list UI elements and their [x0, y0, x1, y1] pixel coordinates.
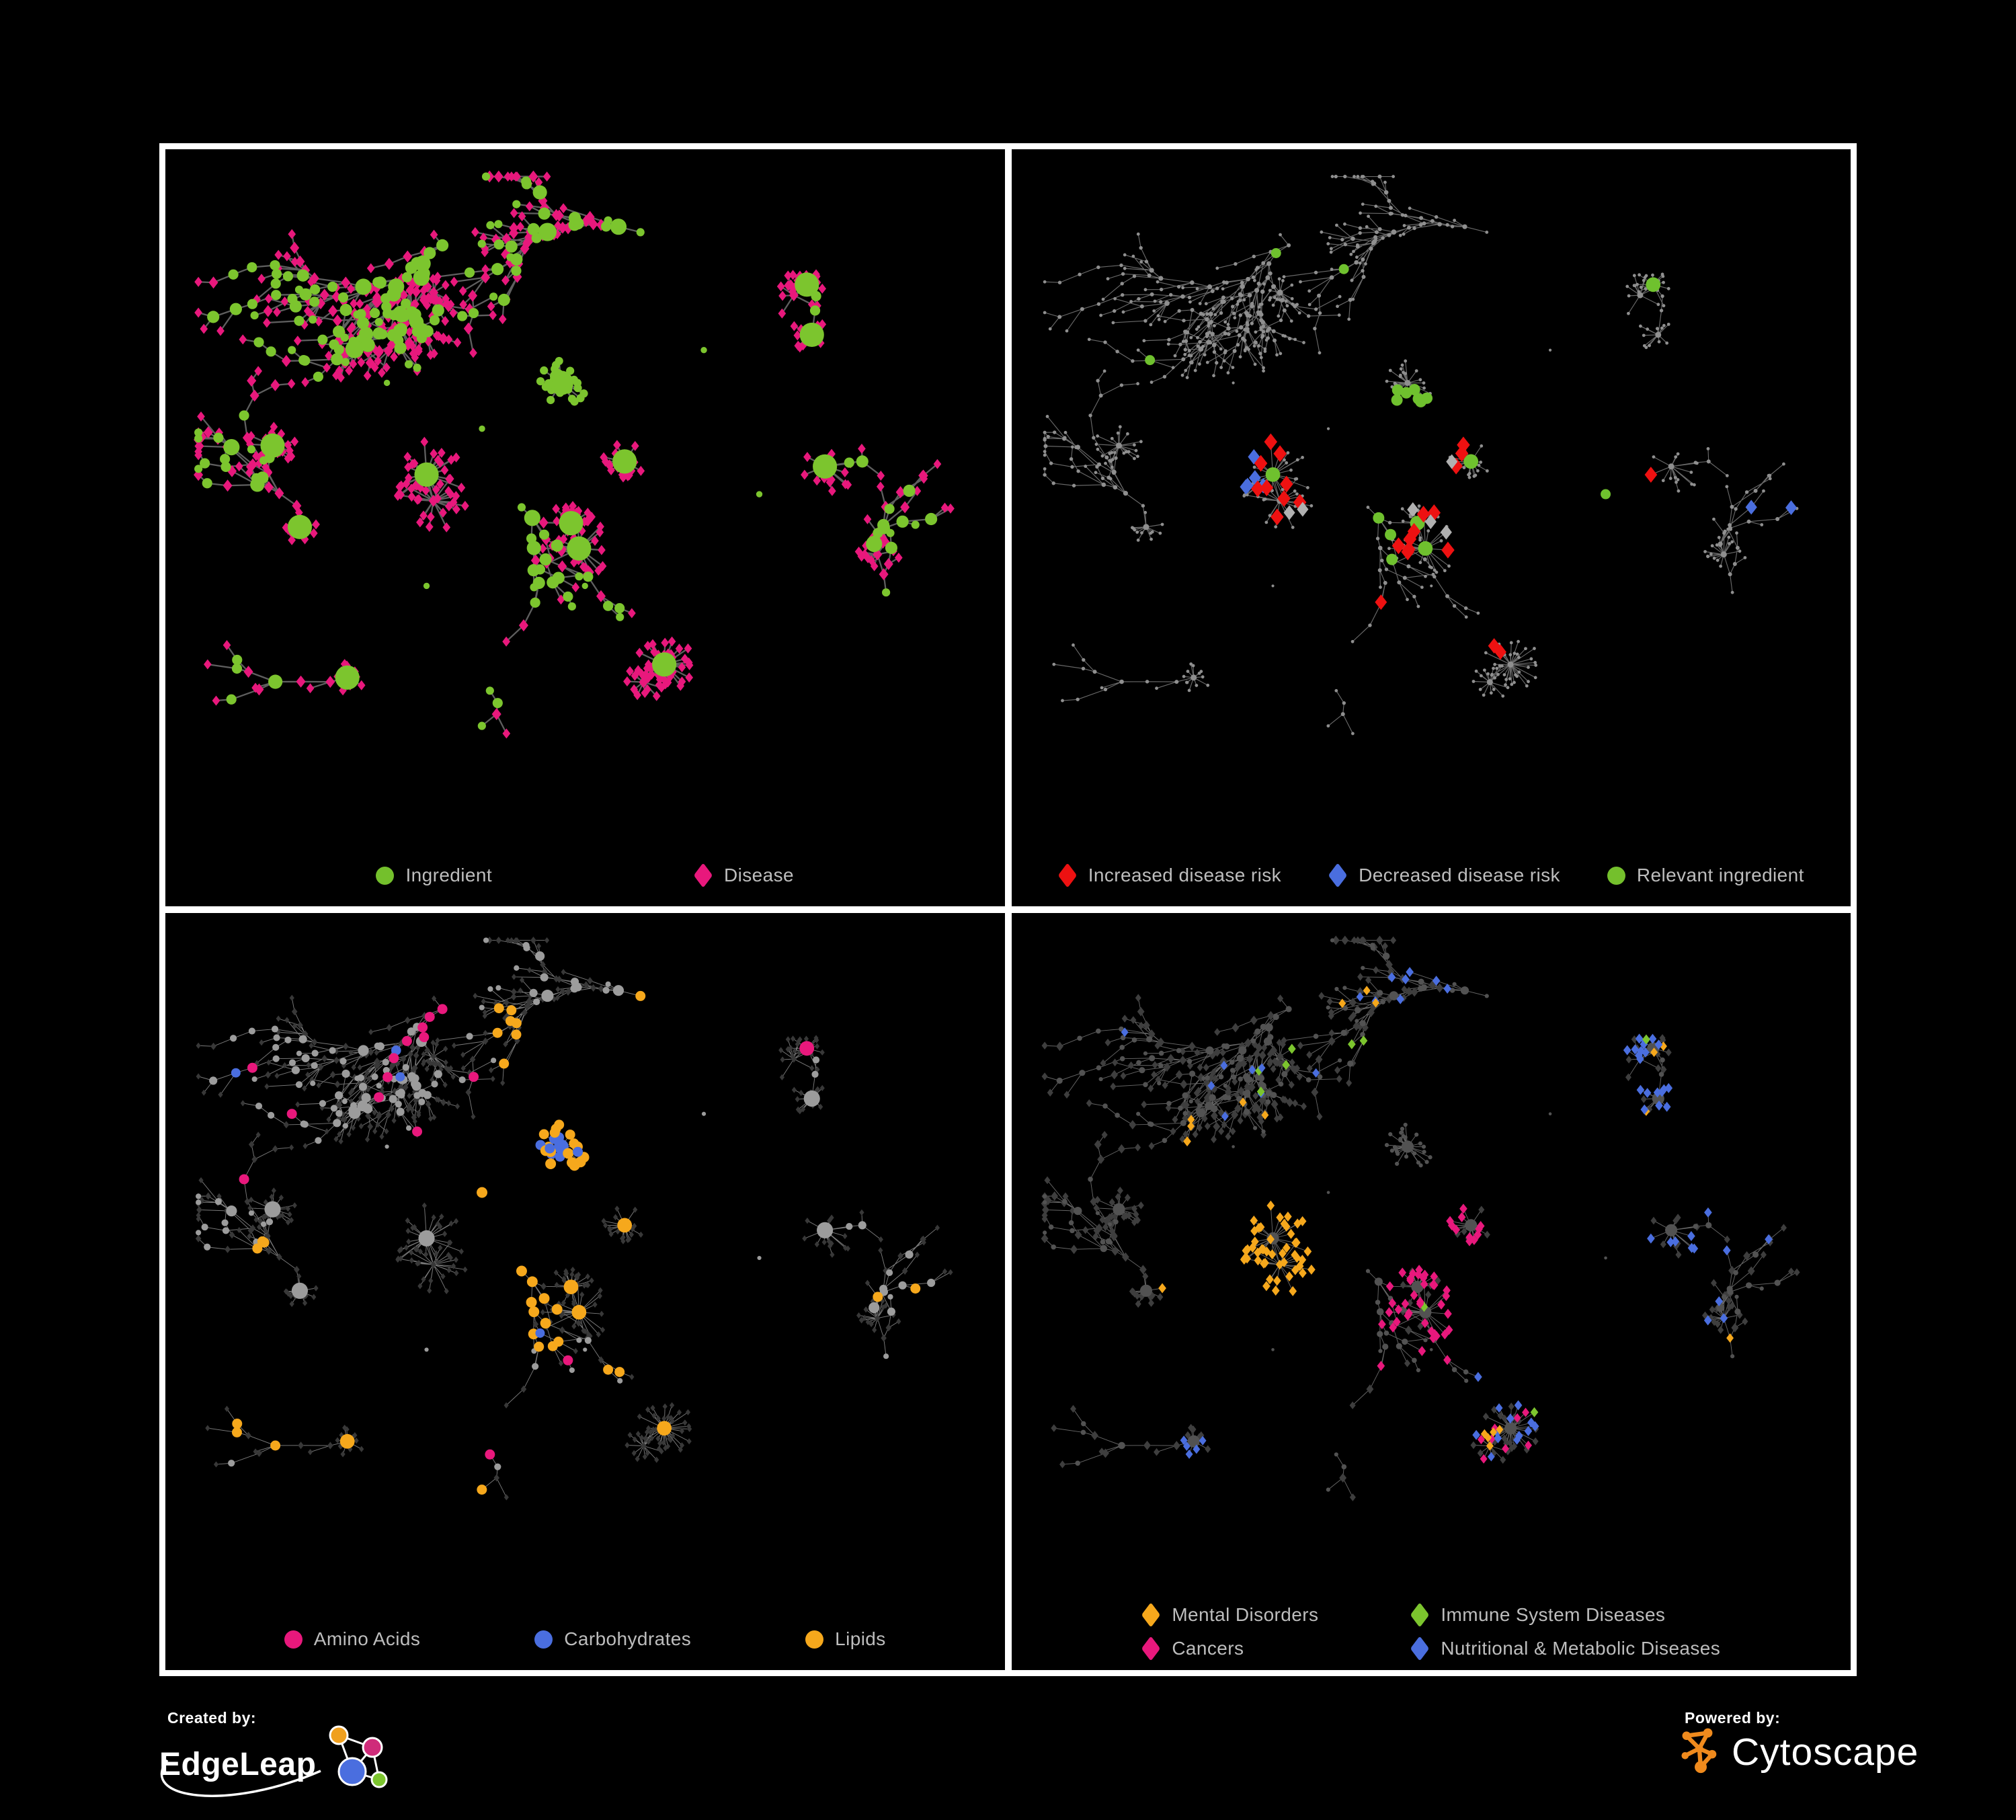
relevant-ingredient-marker-icon: [1607, 866, 1625, 885]
legend-item-lipids: Lipids: [805, 1628, 886, 1650]
increased-risk-marker-icon: [1057, 863, 1077, 888]
legend-item-nutritional-diseases: Nutritional & Metabolic Diseases: [1410, 1636, 1721, 1661]
legend-item-mental-disorders: Mental Disorders: [1141, 1602, 1363, 1628]
lipids-marker-icon: [805, 1630, 824, 1649]
legend-label: Increased disease risk: [1088, 865, 1282, 885]
legend-label: Ingredient: [405, 865, 493, 885]
legend-label: Carbohydrates: [564, 1628, 692, 1649]
disease-classes-network: [1041, 935, 1800, 1501]
legend-disease-classes: Mental Disorders Immune System Diseases …: [1012, 1602, 1851, 1661]
created-by-label: Created by:: [167, 1709, 257, 1727]
legend-item-immune-diseases: Immune System Diseases: [1410, 1602, 1720, 1628]
panel-ingredient-disease: Ingredient Disease: [165, 149, 1005, 906]
cancers-marker-icon: [1141, 1636, 1161, 1661]
edgeleap-logo-icon: [329, 1725, 388, 1788]
edgeleap-swoosh: [161, 1759, 321, 1797]
cytoscape-brand-text: Cytoscape: [1732, 1731, 1919, 1774]
panel-disease-risk: Increased disease risk Decreased disease…: [1011, 149, 1851, 906]
disease-risk-network: [1042, 174, 1798, 736]
legend-label: Immune System Diseases: [1441, 1604, 1666, 1625]
panel-disease-classes: Mental Disorders Immune System Diseases …: [1011, 913, 1851, 1670]
legend-item-relevant-ingredient: Relevant ingredient: [1607, 865, 1804, 886]
disease-marker-icon: [693, 863, 713, 888]
legend-label: Nutritional & Metabolic Diseases: [1441, 1638, 1721, 1659]
legend-item-disease: Disease: [693, 863, 794, 888]
legend-item-cancers: Cancers: [1141, 1636, 1363, 1661]
edgeleap-brand-text: EdgeLeap: [159, 1746, 317, 1782]
legend-ingredient-disease: Ingredient Disease: [165, 863, 1005, 888]
powered-by-label: Powered by:: [1685, 1709, 1781, 1727]
legend-item-carbohydrates: Carbohydrates: [534, 1628, 691, 1650]
figure-grid: Ingredient Disease Increased disease ris…: [159, 143, 1857, 1676]
legend-item-increased-risk: Increased disease risk: [1057, 863, 1282, 888]
ingredient-marker-icon: [376, 866, 395, 885]
panel-ingredient-classes: Amino Acids Carbohydrates Lipids: [165, 913, 1005, 1670]
legend-label: Decreased disease risk: [1359, 865, 1560, 885]
legend-label: Mental Disorders: [1172, 1604, 1319, 1625]
ingredient-disease-network: [194, 170, 955, 739]
cytoscape-logo-icon: [1681, 1728, 1717, 1774]
legend-label: Amino Acids: [313, 1628, 421, 1649]
legend-label: Lipids: [835, 1628, 886, 1649]
carbohydrates-marker-icon: [534, 1630, 553, 1649]
decreased-risk-marker-icon: [1328, 863, 1348, 888]
nutritional-diseases-marker-icon: [1410, 1636, 1430, 1661]
legend-item-ingredient: Ingredient: [376, 865, 492, 886]
legend-label: Disease: [724, 865, 794, 885]
legend-item-amino-acids: Amino Acids: [284, 1628, 420, 1650]
mental-disorders-marker-icon: [1141, 1602, 1161, 1628]
amino-acids-marker-icon: [284, 1630, 303, 1649]
cytoscape-credit: Powered by: Cytoscape: [1679, 1709, 1919, 1777]
immune-diseases-marker-icon: [1410, 1602, 1430, 1628]
legend-label: Cancers: [1172, 1638, 1244, 1659]
legend-label: Relevant ingredient: [1636, 865, 1804, 885]
legend-ingredient-classes: Amino Acids Carbohydrates Lipids: [165, 1628, 1005, 1650]
legend-item-decreased-risk: Decreased disease risk: [1328, 863, 1560, 888]
ingredient-classes-network: [195, 937, 953, 1501]
edgeleap-credit: Created by: EdgeLeap: [159, 1709, 401, 1810]
legend-disease-risk: Increased disease risk Decreased disease…: [1012, 863, 1851, 888]
